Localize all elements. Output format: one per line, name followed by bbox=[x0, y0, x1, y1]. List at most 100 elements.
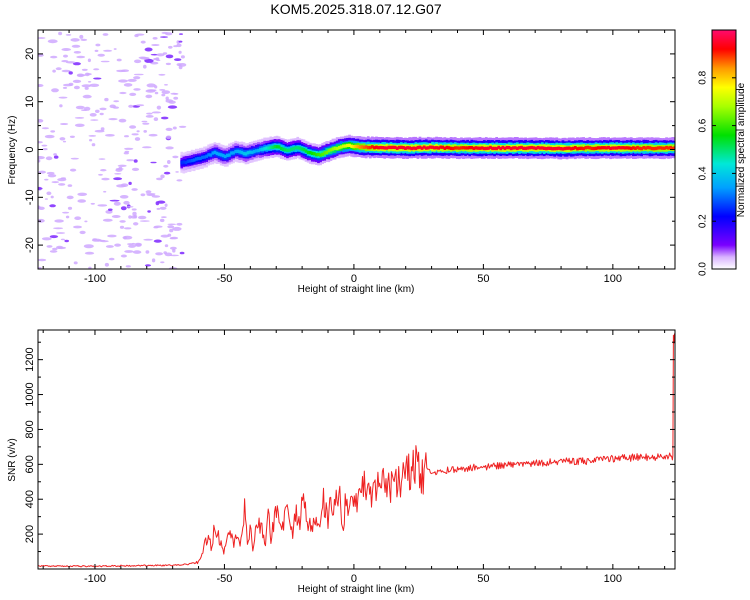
noise-speckle bbox=[150, 61, 159, 65]
noise-speckle bbox=[94, 49, 99, 53]
ridge-cell bbox=[484, 146, 488, 151]
noise-speckle bbox=[119, 91, 127, 95]
ridge-cell bbox=[586, 145, 590, 150]
ridge-cell bbox=[449, 146, 453, 150]
noise-speckle bbox=[145, 89, 156, 93]
noise-speckle bbox=[134, 137, 141, 141]
ridge-cell bbox=[296, 146, 300, 150]
noise-speckle bbox=[144, 264, 152, 267]
noise-speckle bbox=[133, 222, 139, 226]
noise-speckle bbox=[167, 105, 178, 109]
ridge-cell bbox=[317, 152, 320, 157]
noise-speckle bbox=[58, 96, 68, 99]
noise-speckle bbox=[176, 43, 182, 48]
ridge-cell bbox=[644, 146, 648, 150]
ridge-cell bbox=[439, 145, 443, 149]
noise-speckle bbox=[179, 251, 185, 255]
ridge-cell bbox=[663, 146, 666, 150]
ridge-cell bbox=[217, 152, 221, 156]
noise-speckle bbox=[73, 51, 82, 54]
noise-speckle bbox=[117, 164, 127, 167]
ridge-cell bbox=[360, 145, 364, 149]
ridge-cell bbox=[221, 153, 225, 158]
noise-speckle bbox=[44, 134, 55, 139]
chart-title: KOM5.2025.318.07.12.G07 bbox=[270, 1, 441, 17]
ridge-cell bbox=[638, 146, 641, 150]
ridge-cell bbox=[648, 146, 652, 150]
noise-speckle bbox=[164, 244, 169, 248]
noise-speckle bbox=[168, 45, 173, 49]
noise-speckle bbox=[63, 83, 73, 87]
x-tick-label: -50 bbox=[216, 273, 232, 285]
snr-series-line bbox=[38, 333, 675, 568]
noise-speckle bbox=[161, 216, 167, 219]
ridge-cell bbox=[582, 147, 585, 151]
noise-speckle bbox=[124, 135, 129, 138]
noise-speckle bbox=[107, 234, 117, 238]
ridge-cell bbox=[201, 155, 204, 159]
noise-speckle bbox=[159, 218, 165, 223]
spectrogram-y-ticks: -20 -10 0 10 20 bbox=[24, 29, 675, 270]
noise-speckle bbox=[38, 205, 41, 210]
ridge-cell bbox=[337, 146, 341, 150]
noise-speckle bbox=[131, 133, 139, 136]
noise-speckle bbox=[161, 31, 169, 34]
noise-speckle bbox=[77, 192, 88, 196]
colorbar-tick-label: 0.4 bbox=[698, 166, 709, 180]
noise-speckle bbox=[131, 167, 140, 171]
noise-speckle bbox=[103, 190, 107, 193]
ridge-cell bbox=[182, 160, 186, 164]
noise-speckle bbox=[165, 96, 169, 101]
noise-speckle bbox=[175, 171, 179, 173]
noise-speckle bbox=[89, 113, 97, 117]
ridge-cell bbox=[532, 146, 536, 150]
noise-speckle bbox=[91, 238, 102, 242]
ridge-cell bbox=[356, 144, 360, 149]
noise-speckle bbox=[54, 219, 64, 223]
noise-speckle bbox=[99, 112, 104, 116]
ridge-cell bbox=[321, 152, 324, 156]
ridge-cell bbox=[476, 146, 480, 150]
ridge-cell bbox=[414, 146, 418, 151]
noise-speckle bbox=[52, 69, 56, 73]
noise-speckle bbox=[119, 220, 126, 223]
ridge-cell bbox=[412, 146, 416, 150]
ridge-cell bbox=[542, 146, 546, 150]
ridge-cell bbox=[553, 147, 556, 151]
noise-speckle bbox=[77, 199, 86, 203]
noise-speckle bbox=[91, 143, 96, 147]
noise-speckle bbox=[118, 79, 128, 83]
noise-speckle bbox=[101, 177, 110, 181]
noise-speckle bbox=[87, 81, 92, 83]
ridge-cell bbox=[416, 145, 420, 150]
ridge-cell bbox=[431, 145, 434, 149]
ridge-cell bbox=[362, 145, 366, 149]
snr-x-ticks: -100 -50 0 50 100 bbox=[42, 330, 666, 585]
x-tick-label: -100 bbox=[84, 573, 106, 585]
ridge-cell bbox=[209, 153, 213, 157]
noise-speckle bbox=[145, 250, 150, 254]
noise-speckle bbox=[67, 184, 73, 187]
ridge-cell bbox=[319, 153, 322, 157]
noise-speckle bbox=[49, 204, 56, 208]
x-tick-label: 100 bbox=[604, 573, 622, 585]
noise-speckle bbox=[50, 195, 54, 199]
ridge-cell bbox=[250, 150, 254, 154]
noise-speckle bbox=[154, 91, 159, 95]
noise-speckle bbox=[173, 93, 179, 95]
noise-speckle bbox=[164, 84, 168, 86]
noise-speckles bbox=[38, 31, 187, 269]
noise-speckle bbox=[128, 104, 134, 108]
noise-speckle bbox=[131, 208, 137, 211]
noise-speckle bbox=[65, 61, 76, 64]
noise-speckle bbox=[64, 239, 69, 243]
noise-speckle bbox=[128, 181, 132, 185]
ridge-cell bbox=[565, 146, 569, 150]
noise-speckle bbox=[132, 250, 142, 254]
ridge-cell bbox=[184, 160, 188, 165]
noise-speckle bbox=[141, 120, 148, 123]
ridge-cell bbox=[609, 146, 612, 151]
ridge-cell bbox=[180, 161, 184, 165]
noise-speckle bbox=[142, 122, 150, 125]
ridge-cell bbox=[563, 146, 567, 151]
